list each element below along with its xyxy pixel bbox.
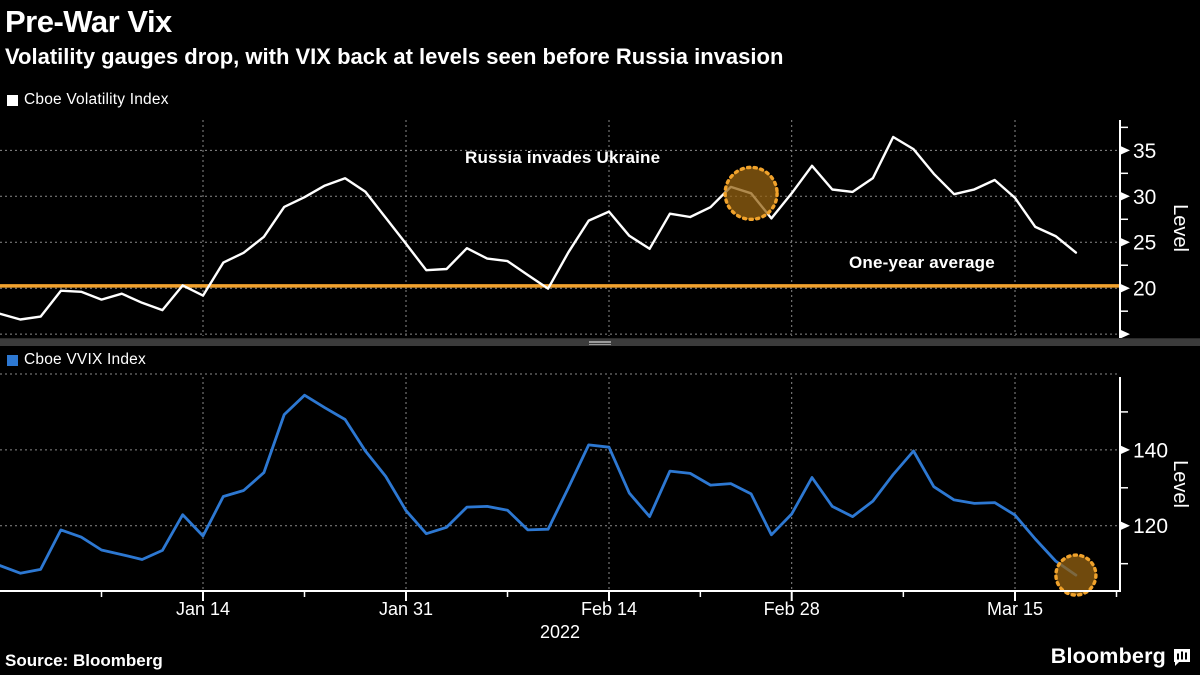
y-axis-title: Level (1169, 204, 1191, 252)
annotation-one-year-average: One-year average (849, 253, 995, 272)
y-tick-arrow-icon (1119, 520, 1130, 531)
series-line (0, 135, 1078, 321)
legend-vvix: Cboe VVIX Index (7, 351, 146, 369)
separator-drag-handle[interactable] (589, 340, 611, 346)
y-tick-label: 30 (1133, 186, 1156, 209)
page-subtitle: Volatility gauges drop, with VIX back at… (5, 44, 784, 69)
x-tick-label: Mar 15 (987, 599, 1043, 619)
legend-vix: Cboe Volatility Index (7, 91, 169, 109)
vvix-legend-swatch-icon (7, 354, 18, 366)
x-axis-year-label: 2022 (539, 622, 581, 642)
vix-chart: 20 25 30 35 Level (0, 120, 1191, 340)
y-tick-label: 120 (1133, 515, 1168, 538)
annotation-russia-invades: Russia invades Ukraine (465, 148, 661, 167)
bloomberg-wordmark: Bloomberg (1050, 644, 1166, 668)
y-tick-arrow-icon (1119, 191, 1130, 202)
vvix-legend-label: Cboe VVIX Index (24, 351, 146, 368)
bloomberg-brand: Bloomberg (1051, 644, 1192, 669)
y-tick-label: 140 (1133, 439, 1168, 462)
x-tick-label: Jan 14 (176, 599, 230, 619)
x-tick-label: Feb 28 (764, 599, 820, 619)
x-tick-label: Jan 31 (379, 599, 433, 619)
y-tick-label: 25 (1133, 232, 1156, 255)
y-tick-label: 35 (1133, 140, 1156, 163)
y-tick-arrow-icon (1119, 145, 1130, 156)
y-tick-arrow-icon (1119, 283, 1130, 294)
x-tick-label: Feb 14 (581, 599, 637, 619)
x-axis: Jan 14 Jan 31 Feb 14 Feb 28 Mar 15 (0, 590, 1121, 619)
y-tick-label: 20 (1133, 278, 1156, 301)
bloomberg-logo-icon (1174, 648, 1190, 666)
annotation-circle-fill (1055, 555, 1096, 596)
y-tick-arrow-icon (1119, 444, 1130, 455)
y-tick-arrow-icon (1119, 329, 1130, 340)
page-title: Pre-War Vix (5, 4, 172, 39)
vix-legend-swatch-icon (7, 94, 18, 106)
y-axis-title: Level (1169, 460, 1191, 508)
series-line (0, 393, 1078, 577)
vix-legend-label: Cboe Volatility Index (24, 91, 169, 108)
annotation-dotted-ring (723, 165, 779, 222)
y-tick-arrow-icon (1119, 237, 1130, 248)
annotation-dotted-ring (1054, 553, 1098, 597)
annotation-circle-fill (725, 167, 778, 220)
source-label: Source: Bloomberg (5, 651, 163, 670)
pane-separator (0, 338, 1200, 346)
